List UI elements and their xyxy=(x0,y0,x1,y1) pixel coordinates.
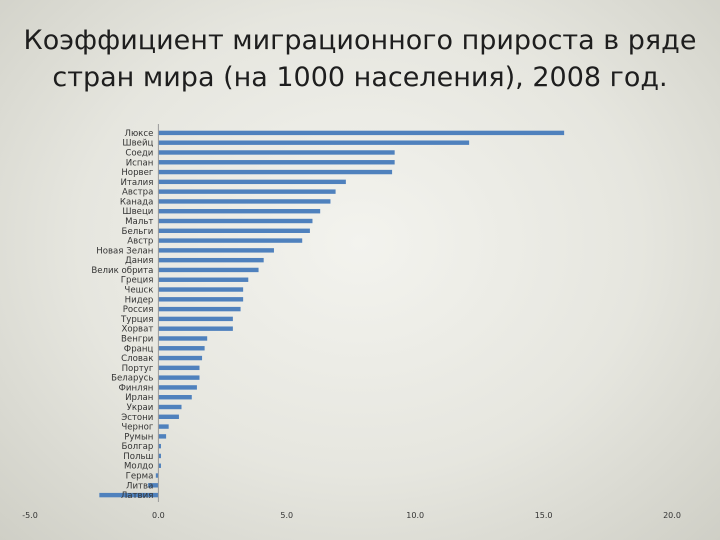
bar-27 xyxy=(158,395,192,400)
bar-26 xyxy=(158,385,197,390)
bar-8 xyxy=(158,209,321,214)
category-label-4: Норвег xyxy=(121,168,154,178)
category-label-21: Венгри xyxy=(121,334,153,344)
category-label-9: Мальт xyxy=(125,217,153,227)
bar-23 xyxy=(158,355,203,361)
category-label-13: Дания xyxy=(125,256,153,266)
title-line-1: Коэффициент миграционного прироста в ряд… xyxy=(23,25,697,56)
bar-7 xyxy=(158,199,331,204)
category-label-33: Польш xyxy=(123,452,153,462)
category-label-35: Герма xyxy=(126,472,154,482)
bar-4 xyxy=(158,169,393,175)
category-label-10: Бельги xyxy=(122,227,154,237)
category-label-31: Румын xyxy=(124,432,153,442)
bar-6 xyxy=(158,189,336,194)
title-line-2: стран мира (на 1000 населения), 2008 год… xyxy=(52,62,668,93)
bar-0 xyxy=(158,130,565,136)
bar-17 xyxy=(158,297,244,302)
bar-15 xyxy=(158,277,249,282)
category-label-26: Финлян xyxy=(119,383,154,393)
bar-1 xyxy=(158,140,470,145)
category-label-18: Россия xyxy=(123,305,154,315)
category-label-2: Соеди xyxy=(125,148,153,158)
bar-19 xyxy=(158,316,233,322)
category-label-24: Португ xyxy=(122,364,154,374)
bar-29 xyxy=(158,414,179,419)
category-label-7: Канада xyxy=(120,197,153,207)
category-label-28: Украи xyxy=(127,403,154,413)
category-label-8: Швеци xyxy=(122,207,153,217)
x-tick-label-5: 20.0 xyxy=(663,511,681,520)
bar-18 xyxy=(158,306,241,312)
bar-28 xyxy=(158,404,182,410)
bar-21 xyxy=(158,336,208,341)
category-label-12: Новая Зелан xyxy=(96,246,153,256)
category-label-11: Австр xyxy=(127,237,153,247)
category-label-3: Испан xyxy=(126,158,154,168)
bar-36 xyxy=(148,483,159,488)
category-label-25: Беларусь xyxy=(111,374,153,384)
bar-9 xyxy=(158,218,313,224)
bar-24 xyxy=(158,365,200,371)
x-tick-label-0: -5.0 xyxy=(22,511,38,520)
category-labels-group: ЛюксеШвейцСоедиИспанНорвегИталияАвстраКа… xyxy=(91,129,154,501)
bar-14 xyxy=(158,267,259,273)
category-label-0: Люксе xyxy=(124,129,153,139)
slide-title: Коэффициент миграционного прироста в ряд… xyxy=(0,22,720,96)
category-label-36: Литва xyxy=(126,481,153,491)
category-label-37: Латвия xyxy=(121,491,154,501)
bar-5 xyxy=(158,179,346,185)
category-label-23: Словак xyxy=(121,354,153,364)
category-label-6: Австра xyxy=(122,188,153,198)
category-label-22: Франц xyxy=(124,344,154,354)
bar-35 xyxy=(155,473,159,478)
bar-32 xyxy=(158,443,161,449)
category-label-32: Болгар xyxy=(122,442,154,452)
category-label-17: Нидер xyxy=(125,295,154,305)
category-label-27: Ирлан xyxy=(125,393,153,403)
bar-12 xyxy=(158,248,274,253)
category-label-34: Молдо xyxy=(124,462,153,472)
bar-22 xyxy=(158,346,205,351)
bar-34 xyxy=(158,463,161,468)
x-axis-ticks-group: -5.0 0.0 5.0 10.0 15.0 20.0 xyxy=(22,511,681,520)
category-label-30: Черног xyxy=(121,423,154,433)
category-label-20: Хорват xyxy=(121,325,153,335)
bar-10 xyxy=(158,228,310,233)
x-tick-label-3: 10.0 xyxy=(406,511,424,520)
x-tick-label-4: 15.0 xyxy=(535,511,553,520)
bar-16 xyxy=(158,287,244,292)
bar-31 xyxy=(158,434,167,439)
bar-13 xyxy=(158,257,264,263)
bar-25 xyxy=(158,375,200,380)
category-label-5: Италия xyxy=(120,178,153,188)
bar-11 xyxy=(158,238,303,243)
bar-30 xyxy=(158,424,169,429)
x-tick-label-2: 5.0 xyxy=(280,511,293,520)
bar-37 xyxy=(99,492,159,498)
bar-3 xyxy=(158,160,395,165)
category-label-1: Швейц xyxy=(122,139,153,149)
x-tick-label-1: 0.0 xyxy=(152,511,165,520)
category-label-29: Эстони xyxy=(121,413,153,423)
bar-33 xyxy=(158,453,161,459)
category-label-15: Греция xyxy=(121,276,154,286)
bar-2 xyxy=(158,150,395,155)
bars-group xyxy=(99,130,565,498)
category-label-19: Турция xyxy=(120,315,153,325)
category-label-14: Велик обрита xyxy=(91,266,153,276)
category-label-16: Чешск xyxy=(124,286,153,296)
bar-20 xyxy=(158,326,233,331)
